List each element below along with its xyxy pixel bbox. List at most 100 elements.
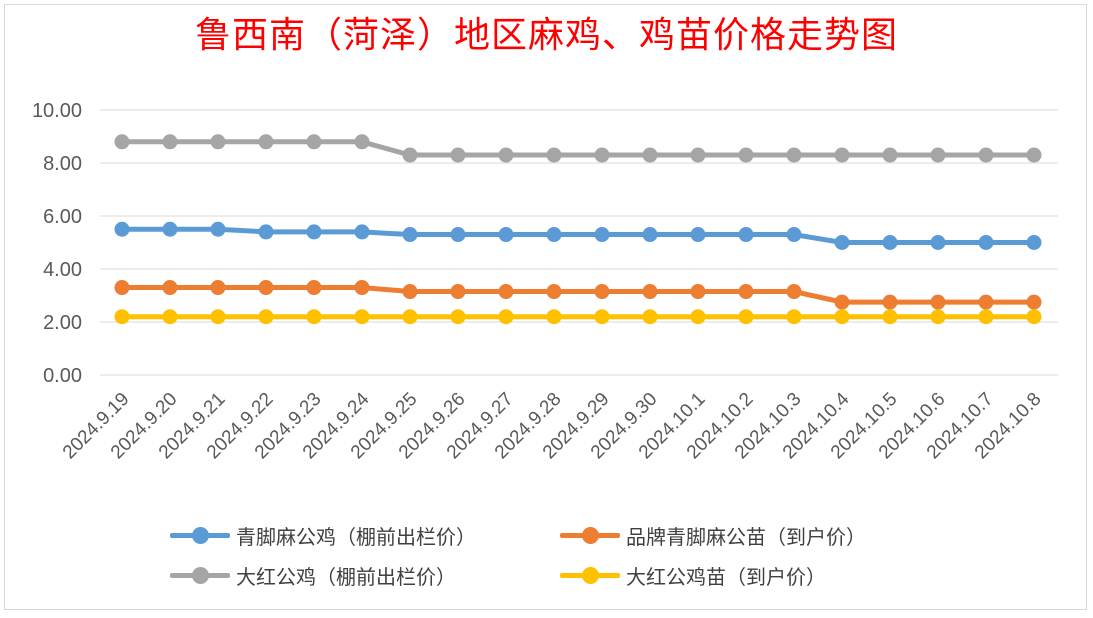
series-line: [119, 285, 1037, 305]
data-point: [498, 147, 514, 163]
series-2: [114, 280, 1042, 310]
legend-item: 品牌青脚麻公苗（到户价）: [560, 520, 866, 550]
data-point: [354, 134, 370, 150]
data-point: [834, 309, 850, 325]
data-point: [882, 309, 898, 325]
data-point: [210, 309, 226, 325]
legend-label: 大红公鸡（棚前出栏价）: [236, 564, 456, 589]
data-point: [210, 134, 226, 150]
data-point: [402, 147, 418, 163]
data-point: [1026, 294, 1042, 310]
data-point: [594, 284, 610, 300]
data-point: [402, 227, 418, 243]
data-point: [114, 134, 130, 150]
data-point: [594, 147, 610, 163]
data-point: [354, 224, 370, 240]
data-point: [738, 309, 754, 325]
data-point: [306, 224, 322, 240]
data-point: [594, 227, 610, 243]
data-point: [786, 284, 802, 300]
data-point: [450, 284, 466, 300]
y-tick-label: 8.00: [43, 153, 82, 175]
series-4: [114, 309, 1042, 325]
data-point: [738, 147, 754, 163]
data-point: [546, 309, 562, 325]
data-point: [882, 294, 898, 310]
data-point: [1026, 235, 1042, 250]
legend-label: 品牌青脚麻公苗（到户价）: [626, 524, 866, 549]
data-point: [930, 294, 946, 310]
data-point: [786, 309, 802, 325]
data-point: [930, 235, 946, 250]
series-1: [114, 221, 1042, 250]
series-3: [114, 134, 1042, 163]
legend-item: 大红公鸡（棚前出栏价）: [170, 560, 456, 590]
data-point: [258, 224, 274, 240]
data-point: [498, 227, 514, 243]
data-point: [162, 221, 178, 237]
data-point: [450, 147, 466, 163]
y-tick-label: 4.00: [43, 259, 82, 281]
data-point: [690, 227, 706, 243]
data-point: [1026, 309, 1042, 325]
data-point: [690, 147, 706, 163]
data-point: [930, 147, 946, 163]
series-line: [119, 139, 1037, 158]
data-point: [786, 147, 802, 163]
data-point: [834, 235, 850, 250]
data-point: [306, 134, 322, 150]
data-point: [642, 309, 658, 325]
legend-item: 青脚麻公鸡（棚前出栏价）: [170, 520, 476, 550]
data-point: [642, 284, 658, 300]
data-point: [498, 309, 514, 325]
y-tick-label: 10.00: [32, 100, 82, 122]
y-tick-label: 2.00: [43, 312, 82, 334]
data-point: [738, 284, 754, 300]
legend-item: 大红公鸡苗（到户价）: [560, 560, 826, 590]
legend: 青脚麻公鸡（棚前出栏价） 品牌青脚麻公苗（到户价） 大红公鸡（棚前出栏价） 大红公鸡苗…: [170, 520, 990, 600]
chart-frame: [4, 4, 1087, 610]
data-point: [162, 134, 178, 150]
data-point: [258, 134, 274, 150]
data-point: [258, 309, 274, 325]
data-point: [930, 309, 946, 325]
data-point: [114, 280, 130, 296]
data-point: [834, 294, 850, 310]
legend-swatch-icon: [170, 520, 230, 550]
data-point: [162, 309, 178, 325]
data-point: [114, 221, 130, 237]
data-point: [882, 147, 898, 163]
y-tick-label: 0.00: [43, 365, 82, 387]
data-point: [1026, 147, 1042, 163]
data-point: [690, 309, 706, 325]
y-tick-label: 6.00: [43, 206, 82, 228]
data-point: [162, 280, 178, 296]
legend-label: 青脚麻公鸡（棚前出栏价）: [236, 524, 476, 549]
gridlines: [100, 109, 1058, 376]
data-point: [402, 309, 418, 325]
data-point: [834, 147, 850, 163]
data-point: [978, 294, 994, 310]
y-axis-tick-labels: 0.00 2.00 4.00 6.00 8.00 10.00: [32, 100, 82, 387]
chart-title: 鲁西南（菏泽）地区麻鸡、鸡苗价格走势图: [194, 15, 898, 56]
legend-swatch-icon: [560, 520, 620, 550]
data-point: [786, 227, 802, 243]
data-point: [498, 284, 514, 300]
data-point: [354, 280, 370, 296]
x-axis-tick-labels: 2024.9.192024.9.202024.9.212024.9.222024…: [59, 388, 1046, 463]
data-point: [738, 227, 754, 243]
data-point: [402, 284, 418, 300]
data-point: [978, 309, 994, 325]
data-point: [690, 284, 706, 300]
data-point: [546, 227, 562, 243]
data-point: [210, 221, 226, 237]
data-point: [882, 235, 898, 250]
legend-swatch-icon: [170, 560, 230, 590]
data-point: [978, 147, 994, 163]
series-lines: [114, 134, 1042, 325]
data-point: [978, 235, 994, 250]
data-point: [450, 227, 466, 243]
data-point: [258, 280, 274, 296]
data-point: [114, 309, 130, 325]
